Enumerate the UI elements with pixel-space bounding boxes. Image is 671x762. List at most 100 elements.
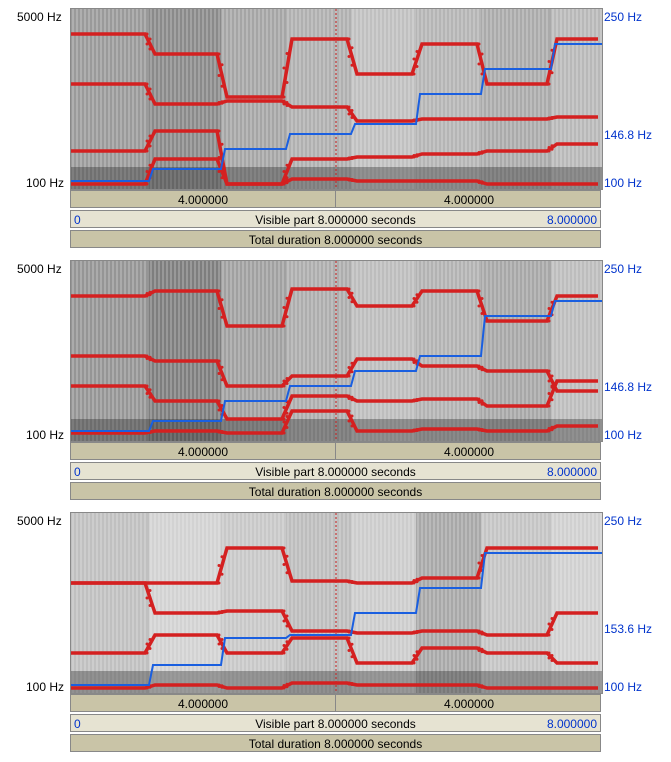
formant-dot <box>480 368 484 372</box>
formant-dot <box>220 84 224 88</box>
total-duration-label: Total duration 8.000000 seconds <box>248 737 423 751</box>
visible-start-time: 0 <box>74 213 81 227</box>
low-band-shade <box>149 671 221 693</box>
formant-dot <box>415 650 419 654</box>
formant-dot <box>547 656 551 660</box>
formant-dot <box>285 81 289 84</box>
left-half-button[interactable]: 4.000000 <box>71 443 336 459</box>
formant-dot <box>285 296 289 300</box>
formant-dot <box>282 686 286 690</box>
low-band-shade <box>351 167 416 189</box>
spectrogram-canvas <box>71 9 602 189</box>
spectrogram-view[interactable] <box>70 8 603 190</box>
formant-dot <box>477 117 481 121</box>
right-half-button[interactable]: 4.000000 <box>336 191 602 207</box>
formant-dot <box>220 142 224 146</box>
formant-dot <box>477 401 481 404</box>
visible-start-time: 0 <box>74 465 81 479</box>
formant-dot <box>477 151 481 154</box>
total-duration-label: Total duration 8.000000 seconds <box>248 485 423 499</box>
formant-dot <box>217 74 221 77</box>
spectrogram-view[interactable] <box>70 512 603 694</box>
visible-part-bar[interactable]: 0 Visible part 8.000000 seconds 8.000000 <box>70 462 601 480</box>
formant-track <box>71 82 598 123</box>
formant-dot <box>220 365 224 369</box>
spectrogram-segment <box>149 261 221 441</box>
formant-dot <box>217 101 221 104</box>
formant-dot <box>477 181 481 184</box>
formant-dot <box>547 307 551 310</box>
formant-dot <box>220 685 224 689</box>
total-duration-bar[interactable]: Total duration 8.000000 seconds <box>70 734 601 752</box>
formant-dot <box>148 604 152 607</box>
formant-dot <box>412 297 416 300</box>
formant-dot <box>350 395 354 399</box>
formant-dot <box>282 379 286 383</box>
left-half-duration: 4.000000 <box>177 697 229 711</box>
formant-dot <box>217 633 221 637</box>
formant-dot <box>220 63 224 67</box>
low-band-shade <box>221 419 286 441</box>
formant-dot <box>282 182 286 186</box>
formant-dot <box>550 628 554 631</box>
formant-dot <box>415 428 419 431</box>
formant-dot <box>285 163 289 167</box>
right-half-duration: 4.000000 <box>443 697 495 711</box>
visible-part-label: Visible part 8.000000 seconds <box>255 465 416 479</box>
formant-dot <box>412 428 416 432</box>
formant-dot <box>347 178 351 182</box>
formant-dot <box>350 398 354 402</box>
right-half-button[interactable]: 4.000000 <box>336 695 602 711</box>
formant-dot <box>412 630 416 634</box>
formant-dot <box>217 156 221 159</box>
formant-dot <box>350 291 354 295</box>
formant-dot <box>547 116 551 120</box>
freq-top-label: 5000 Hz <box>17 10 62 24</box>
formant-dot <box>350 370 354 374</box>
formant-dot <box>480 365 484 369</box>
visible-part-bar[interactable]: 0 Visible part 8.000000 seconds 8.000000 <box>70 210 601 228</box>
formant-dot <box>145 292 149 295</box>
formant-dot <box>550 116 554 119</box>
formant-dot <box>347 156 351 160</box>
formant-dot <box>347 366 351 369</box>
formant-dot <box>148 37 152 41</box>
formant-track <box>71 287 598 328</box>
formant-dot <box>220 431 224 434</box>
formant-dot <box>547 182 551 186</box>
formant-dot <box>285 178 289 182</box>
right-half-button[interactable]: 4.000000 <box>336 443 602 459</box>
formant-dot <box>347 397 351 400</box>
formant-dot <box>148 638 152 641</box>
formant-dot <box>350 116 354 119</box>
pitch-track <box>71 43 602 182</box>
total-duration-bar[interactable]: Total duration 8.000000 seconds <box>70 230 601 248</box>
formant-dot <box>282 66 286 70</box>
low-band-shade <box>416 167 481 189</box>
formant-dot <box>480 429 484 432</box>
left-half-button[interactable]: 4.000000 <box>71 191 336 207</box>
left-half-duration: 4.000000 <box>177 193 229 207</box>
formant-dot <box>145 182 149 186</box>
formant-dot <box>477 631 481 635</box>
visible-part-bar[interactable]: 0 Visible part 8.000000 seconds 8.000000 <box>70 714 601 732</box>
formant-dot <box>285 181 289 185</box>
formant-dot <box>347 37 351 41</box>
low-band-shade <box>149 167 221 189</box>
formant-dot <box>412 179 416 183</box>
spectrogram-segment <box>481 513 551 693</box>
formant-dot <box>148 163 152 167</box>
formant-dot <box>347 630 351 634</box>
total-duration-bar[interactable]: Total duration 8.000000 seconds <box>70 482 601 500</box>
formant-dot <box>285 415 289 418</box>
formant-dot <box>480 647 484 651</box>
left-half-button[interactable]: 4.000000 <box>71 695 336 711</box>
pitch-bottom-label: 100 Hz <box>604 680 643 694</box>
formant-dot <box>415 577 419 581</box>
spectrogram-view[interactable] <box>70 260 603 442</box>
low-band-shade <box>351 671 416 693</box>
formant-dot <box>148 355 152 359</box>
formant-dot <box>145 642 149 646</box>
formant-dot <box>547 146 551 149</box>
formant-dot <box>477 289 481 293</box>
